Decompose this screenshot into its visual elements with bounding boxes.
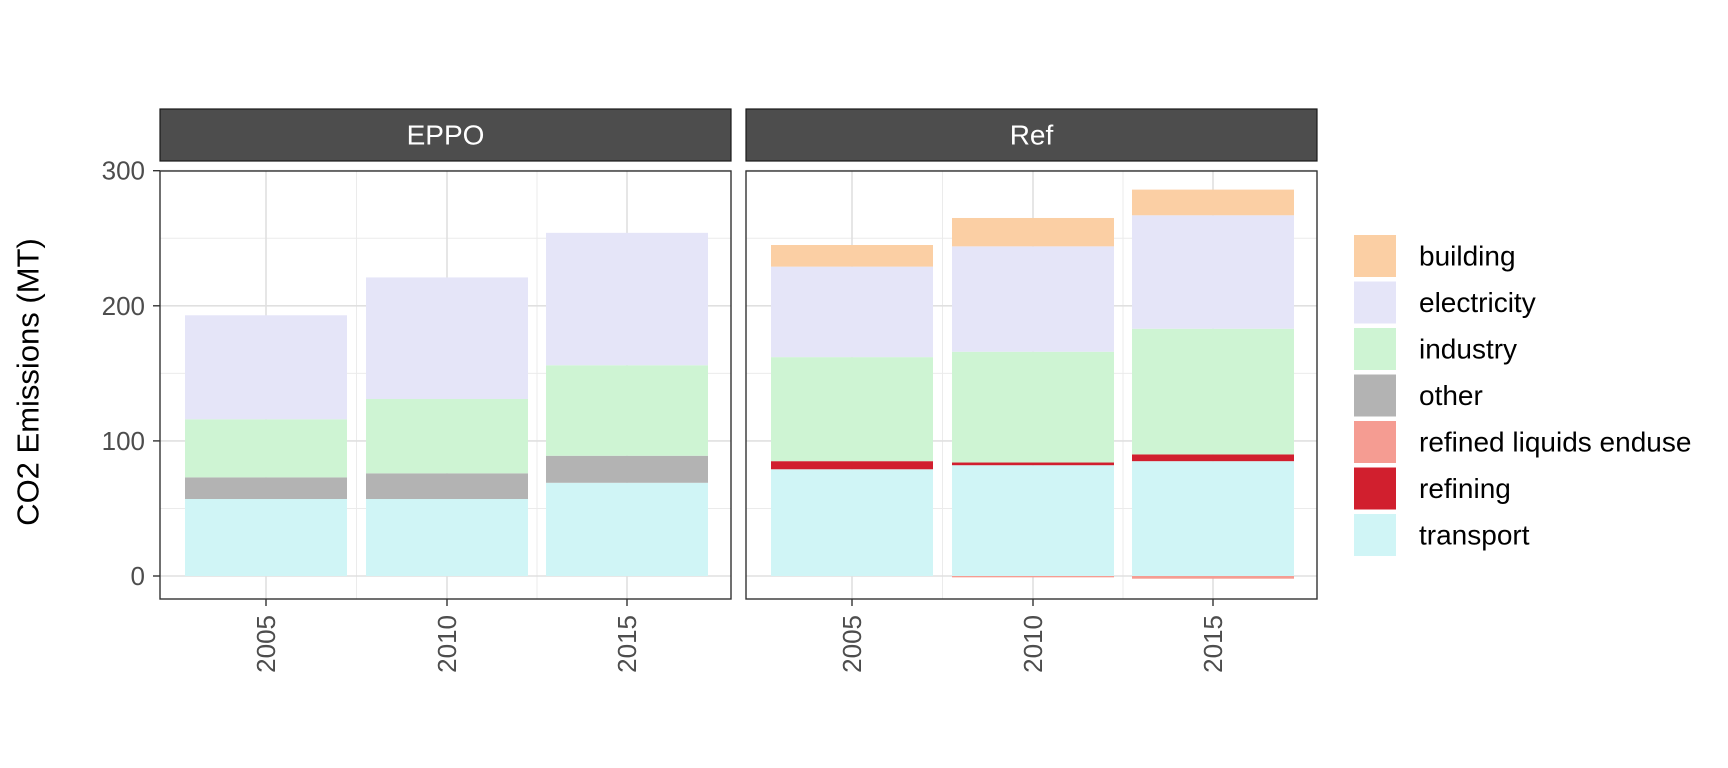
bar-segment-transport-ref-2005 <box>771 469 933 576</box>
legend: building electricity industry other refined … <box>1354 235 1691 556</box>
panel-border <box>159 170 732 600</box>
bar-segment-other-eppo-2015 <box>546 455 708 483</box>
facet-panel-eppo: EPPO 2005 2010 2015 <box>159 108 732 673</box>
y-tick-label: 100 <box>102 426 145 456</box>
bar-segment-transport-ref-2015 <box>1132 461 1294 576</box>
legend-label: refined liquids enduse <box>1419 427 1691 458</box>
x-tick-label: 2005 <box>837 615 867 673</box>
x-tick-label: 2010 <box>432 615 462 673</box>
x-tick-label: 2015 <box>1198 615 1228 673</box>
facet-strip <box>745 108 1318 162</box>
bar-segment-transport-eppo-2010 <box>366 498 528 576</box>
bar-segment-electricity-ref-2010 <box>952 246 1114 352</box>
bar-segment-electricity-eppo-2010 <box>366 277 528 400</box>
bar-segment-industry-ref-2015 <box>1132 328 1294 455</box>
bar-segment-industry-eppo-2010 <box>366 399 528 474</box>
legend-key <box>1354 467 1396 510</box>
bar-segment-transport-eppo-2015 <box>546 482 708 576</box>
x-tick-label: 2010 <box>1018 615 1048 673</box>
bar-segment-transport-eppo-2005 <box>185 498 347 576</box>
legend-label: transport <box>1419 520 1530 551</box>
legend-item-transport: transport <box>1354 514 1530 556</box>
bar-segment-industry-ref-2005 <box>771 357 933 462</box>
bar-segment-refining-ref-2005 <box>771 461 933 470</box>
legend-key <box>1354 281 1396 324</box>
bar-segment-industry-ref-2010 <box>952 351 1114 463</box>
facet-strip-label: Ref <box>1010 120 1054 151</box>
bar-segment-electricity-eppo-2005 <box>185 315 347 420</box>
y-axis-title: CO2 Emissions (MT) <box>11 238 46 526</box>
legend-label: refining <box>1419 473 1511 504</box>
bar-segment-electricity-ref-2015 <box>1132 215 1294 329</box>
bar-segment-other-eppo-2005 <box>185 477 347 499</box>
legend-item-refined-liquids-enduse: refined liquids enduse <box>1354 421 1691 463</box>
bar-segment-transport-ref-2010 <box>952 465 1114 576</box>
legend-label: other <box>1419 380 1483 411</box>
legend-label: electricity <box>1419 287 1536 318</box>
x-tick-label: 2005 <box>251 615 281 673</box>
bar-segment-refining-ref-2010 <box>952 462 1114 466</box>
bar-segment-refined-liquids-enduse-ref-2015 <box>1132 576 1294 579</box>
legend-key <box>1354 421 1396 463</box>
y-tick-label: 300 <box>102 156 145 186</box>
facet-panel-ref: Ref 2005 2010 2015 <box>745 108 1318 673</box>
legend-item-electricity: electricity <box>1354 281 1536 324</box>
legend-item-refining: refining <box>1354 467 1511 510</box>
bar-segment-refined-liquids-enduse-ref-2010 <box>952 576 1114 578</box>
panel-border <box>745 170 1318 600</box>
bar-segment-electricity-eppo-2015 <box>546 232 708 366</box>
legend-key <box>1354 328 1396 370</box>
bar-segment-building-ref-2015 <box>1132 189 1294 216</box>
legend-key <box>1354 514 1396 556</box>
bar-segment-building-ref-2010 <box>952 217 1114 247</box>
facet-strip-label: EPPO <box>407 120 485 151</box>
legend-item-other: other <box>1354 374 1483 417</box>
facet-strip <box>159 108 732 162</box>
x-tick-label: 2015 <box>612 615 642 673</box>
bar-segment-other-eppo-2010 <box>366 473 528 499</box>
y-tick-label: 200 <box>102 291 145 321</box>
bar-segment-industry-eppo-2005 <box>185 419 347 478</box>
legend-label: building <box>1419 241 1516 272</box>
y-tick-label: 0 <box>131 561 145 591</box>
legend-label: industry <box>1419 334 1517 365</box>
bar-segment-electricity-ref-2005 <box>771 266 933 358</box>
legend-key <box>1354 374 1396 417</box>
legend-item-industry: industry <box>1354 328 1517 370</box>
legend-key <box>1354 235 1396 277</box>
legend-item-building: building <box>1354 235 1516 277</box>
bar-segment-building-ref-2005 <box>771 245 933 267</box>
bar-segment-refining-ref-2015 <box>1132 454 1294 462</box>
bar-segment-industry-eppo-2015 <box>546 365 708 456</box>
